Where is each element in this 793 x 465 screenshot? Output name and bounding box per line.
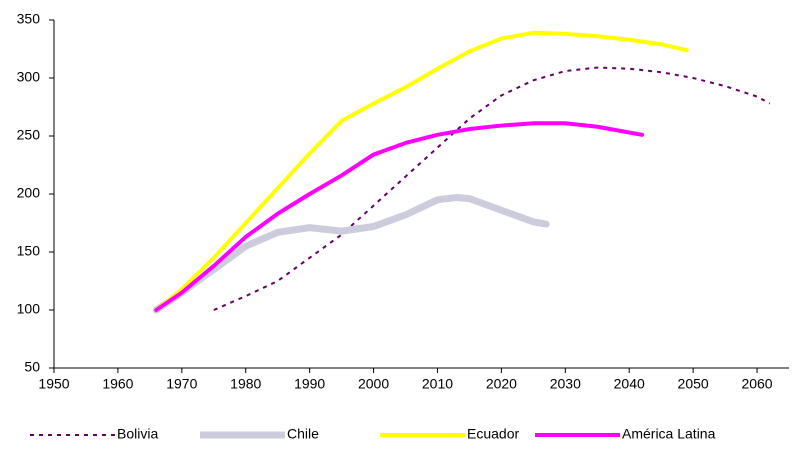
x-tick-label: 2050 (678, 376, 709, 392)
series-line (213, 66, 771, 311)
legend-label: Chile (287, 426, 319, 442)
x-tick-label: 1990 (294, 376, 325, 392)
legend-label: Ecuador (467, 426, 519, 442)
y-tick-label: 300 (17, 69, 41, 85)
x-tick-label: 2060 (741, 376, 772, 392)
y-tick-label: 50 (24, 359, 40, 375)
legend-label: Bolivia (117, 426, 158, 442)
x-tick-label: 1950 (38, 376, 69, 392)
y-tick-label: 250 (17, 127, 41, 143)
x-tick-label: 2040 (614, 376, 645, 392)
x-tick-label: 1970 (166, 376, 197, 392)
x-tick-label: 2010 (422, 376, 453, 392)
x-tick-label: 1980 (230, 376, 261, 392)
x-tick-label: 2020 (486, 376, 517, 392)
series-line (154, 121, 644, 312)
x-tick-label: 1960 (102, 376, 133, 392)
y-tick-label: 200 (17, 185, 41, 201)
x-tick-label: 2030 (550, 376, 581, 392)
y-tick-label: 350 (17, 11, 41, 27)
y-tick-label: 150 (17, 243, 41, 259)
legend-label: América Latina (622, 426, 716, 442)
y-tick-label: 100 (17, 301, 41, 317)
x-tick-label: 2000 (358, 376, 389, 392)
series-line (154, 30, 689, 312)
series-line (152, 193, 550, 314)
